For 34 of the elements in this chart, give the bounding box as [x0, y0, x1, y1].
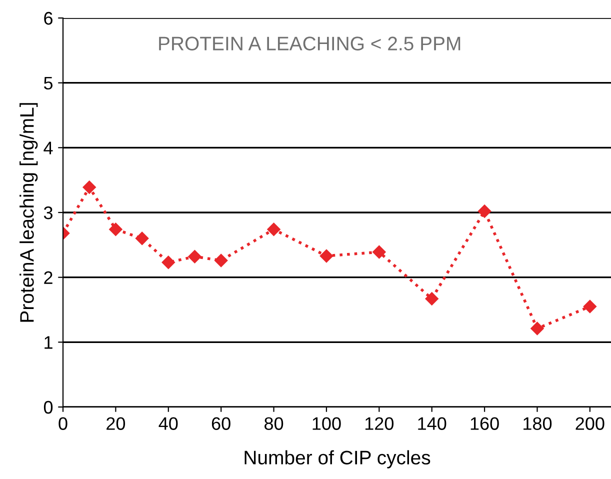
- x-tick-label: 60: [212, 417, 230, 430]
- point: [267, 222, 280, 236]
- y-tick-label: 4: [44, 142, 53, 154]
- x-tick-label: 200: [576, 417, 604, 430]
- x-tick-label: 140: [418, 417, 446, 430]
- x-tick-label: 20: [106, 417, 126, 430]
- y-tick-label: 5: [44, 76, 53, 90]
- point: [82, 180, 96, 194]
- x-tick-label: 120: [365, 417, 394, 430]
- point: [320, 249, 334, 263]
- y-axis-title: ProteinA leaching [ng/mL]: [20, 103, 38, 322]
- y-tick-label: 6: [44, 12, 52, 25]
- point: [530, 322, 544, 336]
- point: [188, 250, 202, 264]
- y-tick-label: 1: [44, 336, 52, 349]
- point: [162, 256, 175, 270]
- point: [425, 292, 438, 306]
- y-tick-label: 2: [44, 271, 52, 284]
- x-tick-label: 180: [524, 417, 552, 430]
- y-tick-label: 0: [44, 400, 53, 414]
- point: [214, 254, 228, 268]
- point: [478, 204, 492, 218]
- x-axis-title: Number of CIP cycles: [244, 450, 430, 468]
- x-tick-label: 40: [158, 417, 178, 430]
- point: [372, 245, 386, 259]
- point: [109, 222, 122, 236]
- x-tick-label: 80: [264, 417, 284, 430]
- y-tick-label: 3: [44, 206, 52, 220]
- x-tick-label: 160: [470, 417, 499, 430]
- annotation: PROTEIN A LEACHING < 2.5 PPM: [159, 36, 460, 50]
- point: [583, 300, 597, 314]
- point: [135, 232, 149, 246]
- x-tick-label: 100: [312, 417, 341, 430]
- x-tick-label: 0: [58, 417, 68, 430]
